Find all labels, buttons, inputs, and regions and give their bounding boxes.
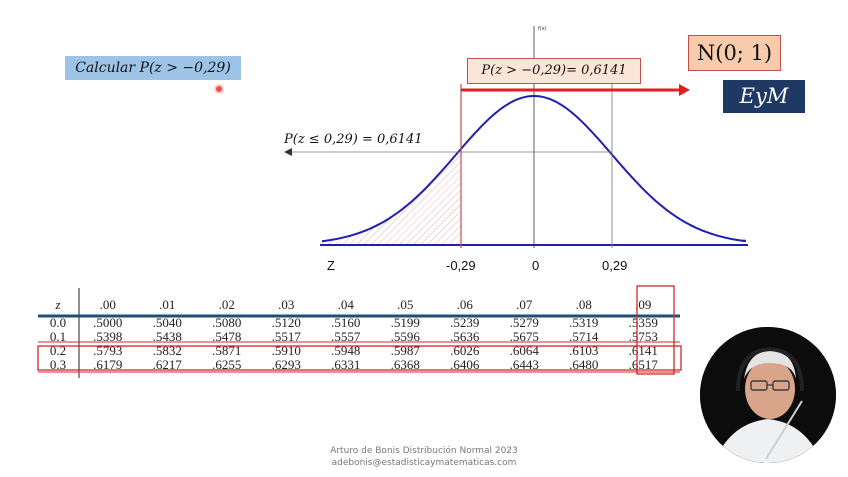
- table-row: 0.0 .5000 .5040 .5080 .5120 .5160 .5199 …: [38, 316, 673, 330]
- table-cell: .5987: [390, 343, 420, 358]
- table-cell: .5239: [450, 315, 480, 330]
- col-header-cell: .01: [159, 297, 176, 312]
- shaded-left-tail: [322, 148, 461, 245]
- z-table-header-row: z .00 .01 .02 .03 .04 .05 .06 .07 .08 .0…: [38, 294, 673, 316]
- row-z-cell: 0.1: [49, 329, 67, 344]
- table-cell: .6293: [271, 357, 301, 372]
- row-z-cell: 0.0: [49, 315, 67, 330]
- table-cell: .6331: [331, 357, 361, 372]
- table-cell: .6443: [509, 357, 539, 372]
- table-cell: .5832: [152, 343, 182, 358]
- table-cell: .5675: [509, 329, 539, 344]
- curve-axis-label: f(x): [538, 26, 547, 32]
- table-cell: .5793: [93, 343, 123, 358]
- table-cell: .6179: [93, 357, 123, 372]
- col-header-cell: .00: [99, 297, 116, 312]
- table-cell: .5359: [628, 315, 658, 330]
- table-cell: .5753: [628, 329, 658, 344]
- table-cell: .6064: [509, 343, 539, 358]
- table-row: 0.1 .5398 .5438 .5478 .5517 .5557 .5596 …: [38, 330, 673, 344]
- table-cell: .6517: [628, 357, 658, 372]
- right-arrow-icon: [679, 84, 690, 96]
- table-cell: .5120: [271, 315, 301, 330]
- table-cell: .5517: [271, 329, 301, 344]
- table-cell: .6255: [212, 357, 242, 372]
- table-cell: .5040: [152, 315, 182, 330]
- tick-label-pos: 0,29: [602, 258, 628, 273]
- highlight-row-box: [37, 345, 682, 371]
- table-cell: .5279: [509, 315, 539, 330]
- table-cell: .5080: [212, 315, 242, 330]
- tick-label-neg: -0,29: [446, 258, 476, 273]
- table-cell: .5948: [331, 343, 361, 358]
- distribution-label: N(0; 1): [688, 35, 781, 71]
- z-table: z .00 .01 .02 .03 .04 .05 .06 .07 .08 .0…: [38, 294, 673, 372]
- col-header-cell: .03: [278, 297, 295, 312]
- table-cell: .5199: [390, 315, 420, 330]
- col-header-cell: .04: [337, 297, 354, 312]
- table-cell: .6026: [450, 343, 480, 358]
- col-header-cell: .05: [397, 297, 414, 312]
- table-row-highlighted: 0.2 .5793 .5832 .5871 .5910 .5948 .5987 …: [38, 344, 673, 358]
- table-cell: .5319: [569, 315, 599, 330]
- bell-curve: [321, 95, 747, 243]
- table-cell: .5910: [271, 343, 301, 358]
- table-cell: .5636: [450, 329, 480, 344]
- table-cell: .5714: [569, 329, 599, 344]
- table-cell: .5478: [212, 329, 242, 344]
- col-header-cell-highlighted: .09: [635, 297, 652, 312]
- calc-prompt-label: Calcular P(z > −0,29): [65, 56, 241, 80]
- table-cell: .6368: [390, 357, 420, 372]
- laser-pointer-dot: [216, 86, 222, 92]
- left-arrow-icon: [284, 148, 292, 156]
- prob-less-equal-label: P(z ≤ 0,29) = 0,6141: [284, 132, 423, 147]
- presenter-avatar-icon: [700, 327, 836, 463]
- footer-email: adebonis@estadisticaymatematicas.com: [331, 458, 517, 468]
- table-cell: .5557: [331, 329, 361, 344]
- table-cell: .6480: [569, 357, 599, 372]
- prob-greater-label: P(z > −0,29)= 0,6141: [467, 58, 641, 84]
- z-axis-label: Z: [327, 258, 335, 273]
- table-cell: .6103: [569, 343, 599, 358]
- table-row: 0.3 .6179 .6217 .6255 .6293 .6331 .6368 …: [38, 358, 673, 372]
- brand-logo: EyM: [723, 80, 805, 113]
- table-cell: .6406: [450, 357, 480, 372]
- col-header-cell: .08: [575, 297, 592, 312]
- row-z-cell: 0.3: [49, 357, 67, 372]
- row-z-cell: 0.2: [49, 343, 67, 358]
- footer-author: Arturo de Bonis Distribución Normal 2023: [330, 446, 518, 456]
- table-cell: .5000: [93, 315, 123, 330]
- tick-label-zero: 0: [532, 258, 540, 273]
- table-cell: .5398: [93, 329, 123, 344]
- presenter-webcam: [700, 327, 836, 463]
- table-cell-answer: .6141: [628, 343, 658, 358]
- col-header-cell: .06: [456, 297, 473, 312]
- col-header-cell: .07: [516, 297, 533, 312]
- table-cell: .6217: [152, 357, 182, 372]
- table-cell: .5160: [331, 315, 361, 330]
- z-header-cell: z: [55, 297, 61, 312]
- table-cell: .5871: [212, 343, 242, 358]
- highlight-column-box: [636, 285, 675, 375]
- col-header-cell: .02: [218, 297, 235, 312]
- table-cell: .5438: [152, 329, 182, 344]
- table-cell: .5596: [390, 329, 420, 344]
